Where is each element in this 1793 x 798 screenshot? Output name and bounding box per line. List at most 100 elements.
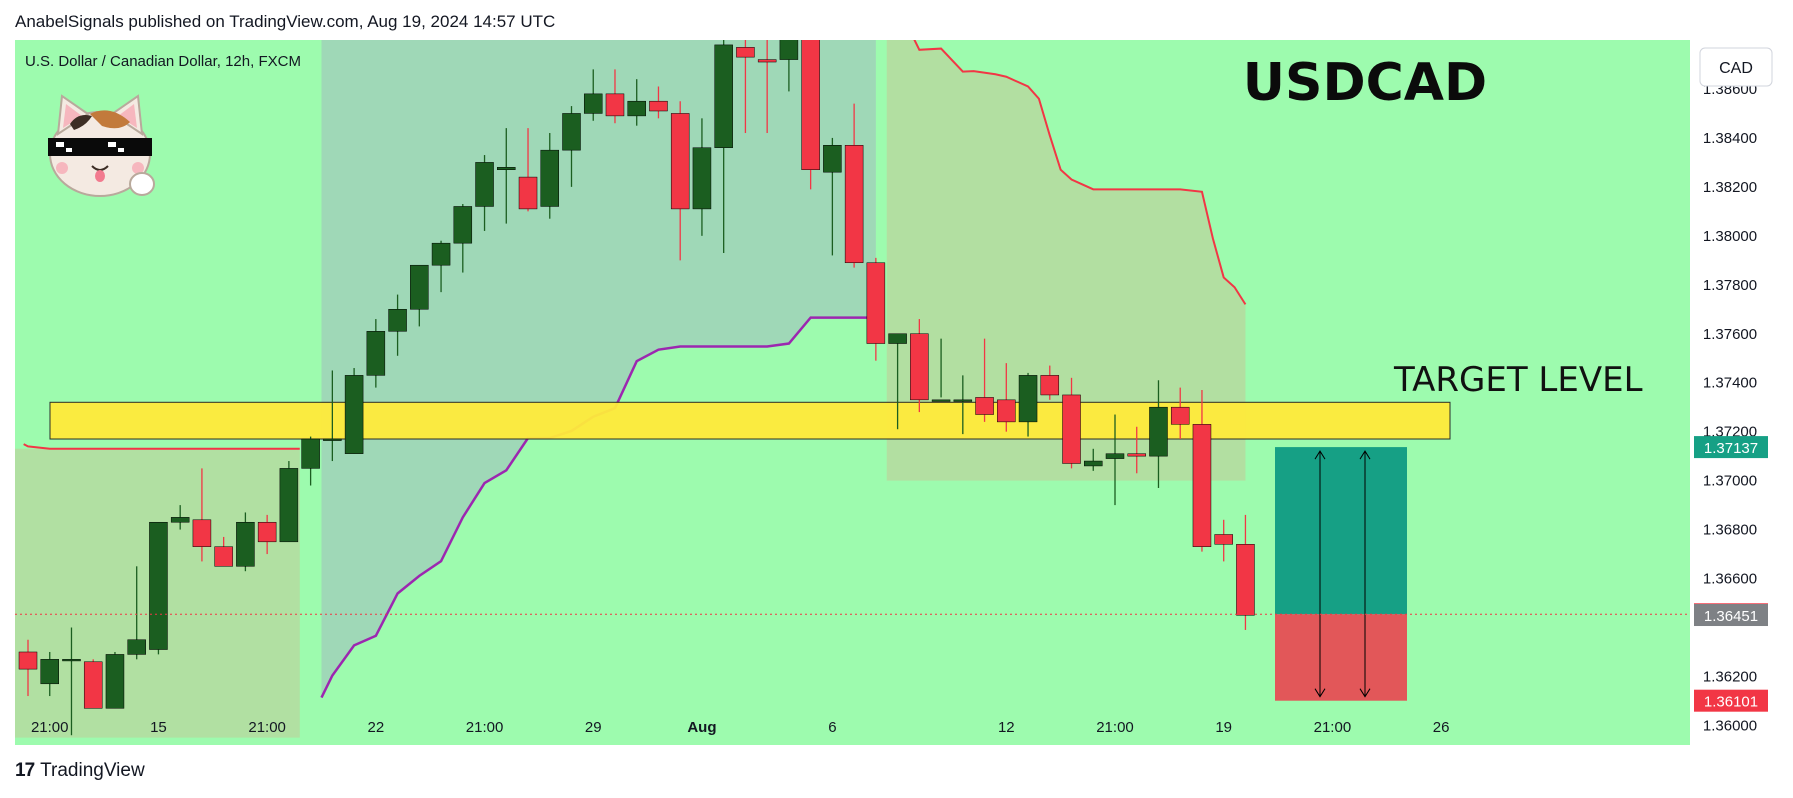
candle — [127, 566, 146, 660]
position-arrow-head — [1359, 688, 1371, 698]
candle — [279, 461, 299, 543]
candle — [649, 86, 668, 119]
candle-body — [83, 661, 103, 709]
target-zone-layer — [49, 401, 1451, 440]
candle — [583, 69, 603, 121]
candle — [170, 505, 190, 530]
candle — [888, 333, 907, 430]
candle-body — [257, 521, 277, 543]
candle-body — [301, 438, 320, 469]
price-label-bg — [1694, 604, 1768, 627]
candle — [40, 651, 59, 697]
target-level-label: TARGET LEVEL — [1393, 360, 1643, 400]
target-zone — [49, 401, 1451, 440]
candle-body — [410, 264, 429, 310]
price-chart[interactable]: U.S. Dollar / Canadian Dollar, 12h, FXCM… — [15, 40, 1780, 745]
candle-body — [1192, 424, 1212, 547]
candle — [714, 40, 733, 253]
candle — [562, 106, 581, 187]
chart-big-title: USDCAD — [1243, 53, 1487, 113]
x-tick-label: 21:00 — [1096, 719, 1134, 736]
candle-body — [997, 399, 1016, 423]
candle-body — [931, 399, 951, 402]
candle — [1105, 414, 1125, 506]
y-tick-label: 1.38200 — [1703, 179, 1757, 196]
candle-body — [279, 468, 299, 543]
footer-brand[interactable]: 17 TradingView — [15, 760, 145, 782]
candle-body — [910, 333, 929, 401]
y-tick-label: 1.36800 — [1703, 522, 1757, 539]
candle-body — [1040, 375, 1060, 396]
candle — [192, 468, 212, 562]
candle — [910, 319, 929, 413]
candle — [670, 101, 690, 261]
currency-badge-label: CAD — [1719, 60, 1753, 77]
candle — [1018, 372, 1038, 437]
candle — [931, 338, 951, 402]
candle — [757, 40, 777, 134]
candle — [844, 103, 864, 268]
candle — [692, 118, 712, 236]
candle — [1170, 387, 1190, 440]
x-tick-label: 22 — [367, 719, 384, 736]
candle-body — [888, 333, 907, 344]
candle-body — [540, 149, 560, 207]
candle-body — [583, 93, 603, 114]
candle-body — [627, 100, 646, 117]
candle — [1084, 448, 1103, 471]
candle — [366, 319, 386, 388]
candle — [431, 240, 451, 293]
candle-body — [388, 309, 407, 332]
candle — [823, 137, 842, 256]
y-tick-label: 1.38000 — [1703, 228, 1757, 245]
candle-body — [518, 176, 538, 210]
price-label-text: 1.36101 — [1704, 694, 1758, 711]
candle — [627, 79, 646, 126]
candle-body — [192, 519, 212, 547]
position-tool[interactable] — [1275, 447, 1407, 701]
candle — [453, 204, 473, 273]
chart-frame[interactable]: U.S. Dollar / Canadian Dollar, 12h, FXCM… — [15, 40, 1780, 745]
candle — [605, 69, 625, 124]
candle-body — [475, 162, 494, 207]
symbol-line: U.S. Dollar / Canadian Dollar, 12h, FXCM — [25, 53, 301, 70]
position-arrow-head — [1314, 688, 1326, 698]
candle-body — [170, 517, 190, 523]
candle — [1214, 519, 1233, 562]
candle-body — [1236, 544, 1255, 616]
candles-layer — [18, 40, 1255, 736]
candle-body — [823, 145, 842, 173]
candle-body — [1127, 453, 1146, 457]
cloud-area-right — [886, 40, 1246, 481]
candle-body — [649, 100, 668, 112]
price-label-badge: 1.36451 — [1694, 604, 1768, 627]
footer-brand-text: TradingView — [40, 760, 145, 781]
y-tick-label: 1.37800 — [1703, 277, 1757, 294]
tradingview-logo-icon: 17 — [15, 760, 35, 781]
x-tick-label: 15 — [150, 719, 167, 736]
time-axis: 21:00 15 21:00 22 21:00 29 Aug 6 12 21:00 19 21:00 2… — [31, 719, 1449, 736]
currency-badge[interactable]: CAD — [1699, 47, 1773, 87]
candle-body — [149, 521, 168, 650]
candle-body — [1084, 460, 1103, 467]
candle-body — [1062, 394, 1081, 464]
candle-body — [1170, 406, 1190, 425]
candle — [953, 375, 973, 435]
candle — [975, 338, 994, 422]
candle-body — [605, 93, 625, 117]
candle — [1149, 380, 1168, 488]
candle-body — [692, 147, 712, 210]
price-label-bg — [1694, 689, 1768, 712]
publisher-line: AnabelSignals published on TradingView.c… — [15, 12, 556, 31]
x-tick-label: 12 — [998, 719, 1015, 736]
candle-body — [562, 113, 581, 151]
x-tick-label: Aug — [687, 719, 716, 736]
candle-body — [453, 206, 473, 244]
candle-body — [105, 654, 125, 709]
x-tick-label: 19 — [1215, 719, 1232, 736]
candle-body — [866, 262, 886, 344]
x-tick-label: 6 — [828, 719, 836, 736]
cloud-upper-line-left — [23, 443, 300, 450]
candle — [214, 536, 233, 567]
candle — [105, 651, 125, 709]
